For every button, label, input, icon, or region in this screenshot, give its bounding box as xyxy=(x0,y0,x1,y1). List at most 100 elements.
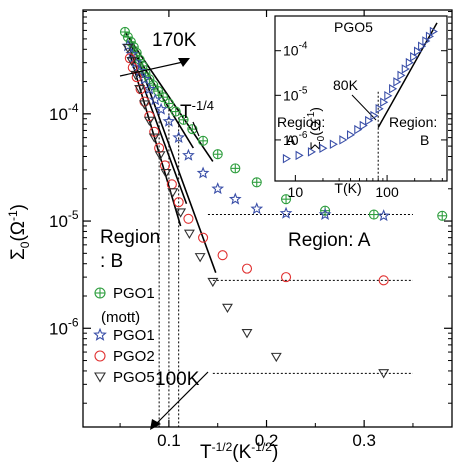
data-point xyxy=(144,111,155,122)
y-axis-label: Σ0(Ω-1) xyxy=(6,204,32,260)
data-point xyxy=(378,275,389,286)
annotation-100k: 100K xyxy=(155,369,200,390)
data-point xyxy=(183,229,195,239)
series-triangle-down xyxy=(122,43,390,379)
data-point xyxy=(368,209,379,220)
inset-data-point xyxy=(375,103,384,114)
inset-data-point xyxy=(365,115,374,126)
data-point xyxy=(167,188,179,198)
inset-x-axis-label: T(K) xyxy=(334,180,361,196)
data-point xyxy=(129,56,143,69)
annotation-region-b-line2: : B xyxy=(100,251,123,272)
inset-region-b-line1: Region: xyxy=(389,114,437,130)
data-point xyxy=(377,209,391,222)
inset-x-tick-label: 10 xyxy=(288,184,304,200)
data-point xyxy=(154,102,168,115)
arrow-100k-head xyxy=(150,419,161,430)
x-tick-label: 0.3 xyxy=(352,431,376,450)
data-point xyxy=(175,208,187,218)
data-point xyxy=(148,133,160,143)
arrow-170k xyxy=(119,61,184,77)
data-point xyxy=(183,213,194,224)
data-point xyxy=(198,135,209,146)
legend-label: PGO2 xyxy=(113,348,155,365)
data-point xyxy=(318,207,332,220)
inset-data-point xyxy=(401,64,410,74)
inset-data-point xyxy=(339,135,348,145)
data-point xyxy=(217,250,228,261)
annotation-170k: 170K xyxy=(152,30,197,51)
legend-marker xyxy=(94,350,106,362)
data-point xyxy=(182,148,195,161)
data-point xyxy=(211,182,225,195)
legend-label: PGO5 xyxy=(113,369,155,386)
inset-data-point xyxy=(354,124,363,135)
inset-data-point xyxy=(413,46,423,57)
data-point xyxy=(280,272,292,283)
data-point xyxy=(173,197,184,208)
data-point xyxy=(126,57,138,67)
fit-line xyxy=(127,40,194,149)
data-point xyxy=(212,149,223,160)
inset-arrow-80k xyxy=(351,94,377,121)
legend: PGO1 PGO1 PGO2 PGO5 (mott) xyxy=(93,285,155,386)
annotation-region-b-line1: Region xyxy=(100,227,160,248)
data-point xyxy=(149,126,160,137)
data-point xyxy=(251,177,262,188)
data-point xyxy=(143,82,156,95)
inset-data-point xyxy=(405,57,414,68)
inset-data-point xyxy=(295,150,304,161)
inset-data-point xyxy=(393,77,402,87)
data-point xyxy=(154,151,166,161)
data-point xyxy=(178,114,189,125)
data-point xyxy=(228,192,242,205)
inset-x-tick-label: 100 xyxy=(375,184,399,200)
inset-region-a-line2: A xyxy=(286,132,296,148)
data-point xyxy=(196,166,210,179)
arrow-t-power xyxy=(192,121,200,137)
inset-data-point xyxy=(380,97,389,107)
data-point xyxy=(194,253,206,263)
data-point xyxy=(130,70,142,81)
inset-data-point xyxy=(319,143,328,154)
inset-data-point xyxy=(359,120,368,131)
inset-series xyxy=(282,26,438,164)
inset-data-point xyxy=(282,153,291,164)
inset-data-point xyxy=(384,90,393,101)
inset-data-point xyxy=(307,147,317,157)
inset-data-point xyxy=(410,52,419,62)
annotation-region-a: Region: A xyxy=(288,230,371,251)
data-point xyxy=(119,26,131,38)
data-point xyxy=(280,194,292,205)
arrow-170k-head xyxy=(178,58,190,67)
data-point xyxy=(230,163,241,174)
fit-line xyxy=(129,49,188,205)
data-point xyxy=(159,160,171,171)
inset-region-a-line1: Region: xyxy=(277,114,325,130)
data-point xyxy=(157,92,169,103)
inset-data-point xyxy=(429,26,438,37)
arrow-100k xyxy=(154,371,209,426)
legend-label-line2: (mott) xyxy=(101,309,140,326)
data-point xyxy=(139,100,150,110)
legend-marker xyxy=(93,327,107,341)
inset-data-point xyxy=(425,31,435,42)
inset-data-point xyxy=(370,110,379,121)
x-tick-label: 0.1 xyxy=(157,431,181,450)
data-point xyxy=(134,84,146,95)
data-point xyxy=(437,210,448,221)
data-point xyxy=(241,329,253,339)
data-point xyxy=(143,116,155,126)
data-point xyxy=(270,352,282,363)
legend-marker xyxy=(94,287,106,299)
inset-region-b-line2: B xyxy=(420,132,429,148)
data-point xyxy=(154,142,165,154)
data-point xyxy=(241,263,253,274)
data-point xyxy=(162,114,176,127)
data-point xyxy=(160,168,172,179)
inset-data-point xyxy=(397,70,406,81)
data-point xyxy=(122,43,134,54)
inset-annotation-80k: 80K xyxy=(333,77,359,93)
annotation-t-power: T-1/4 xyxy=(180,98,214,123)
